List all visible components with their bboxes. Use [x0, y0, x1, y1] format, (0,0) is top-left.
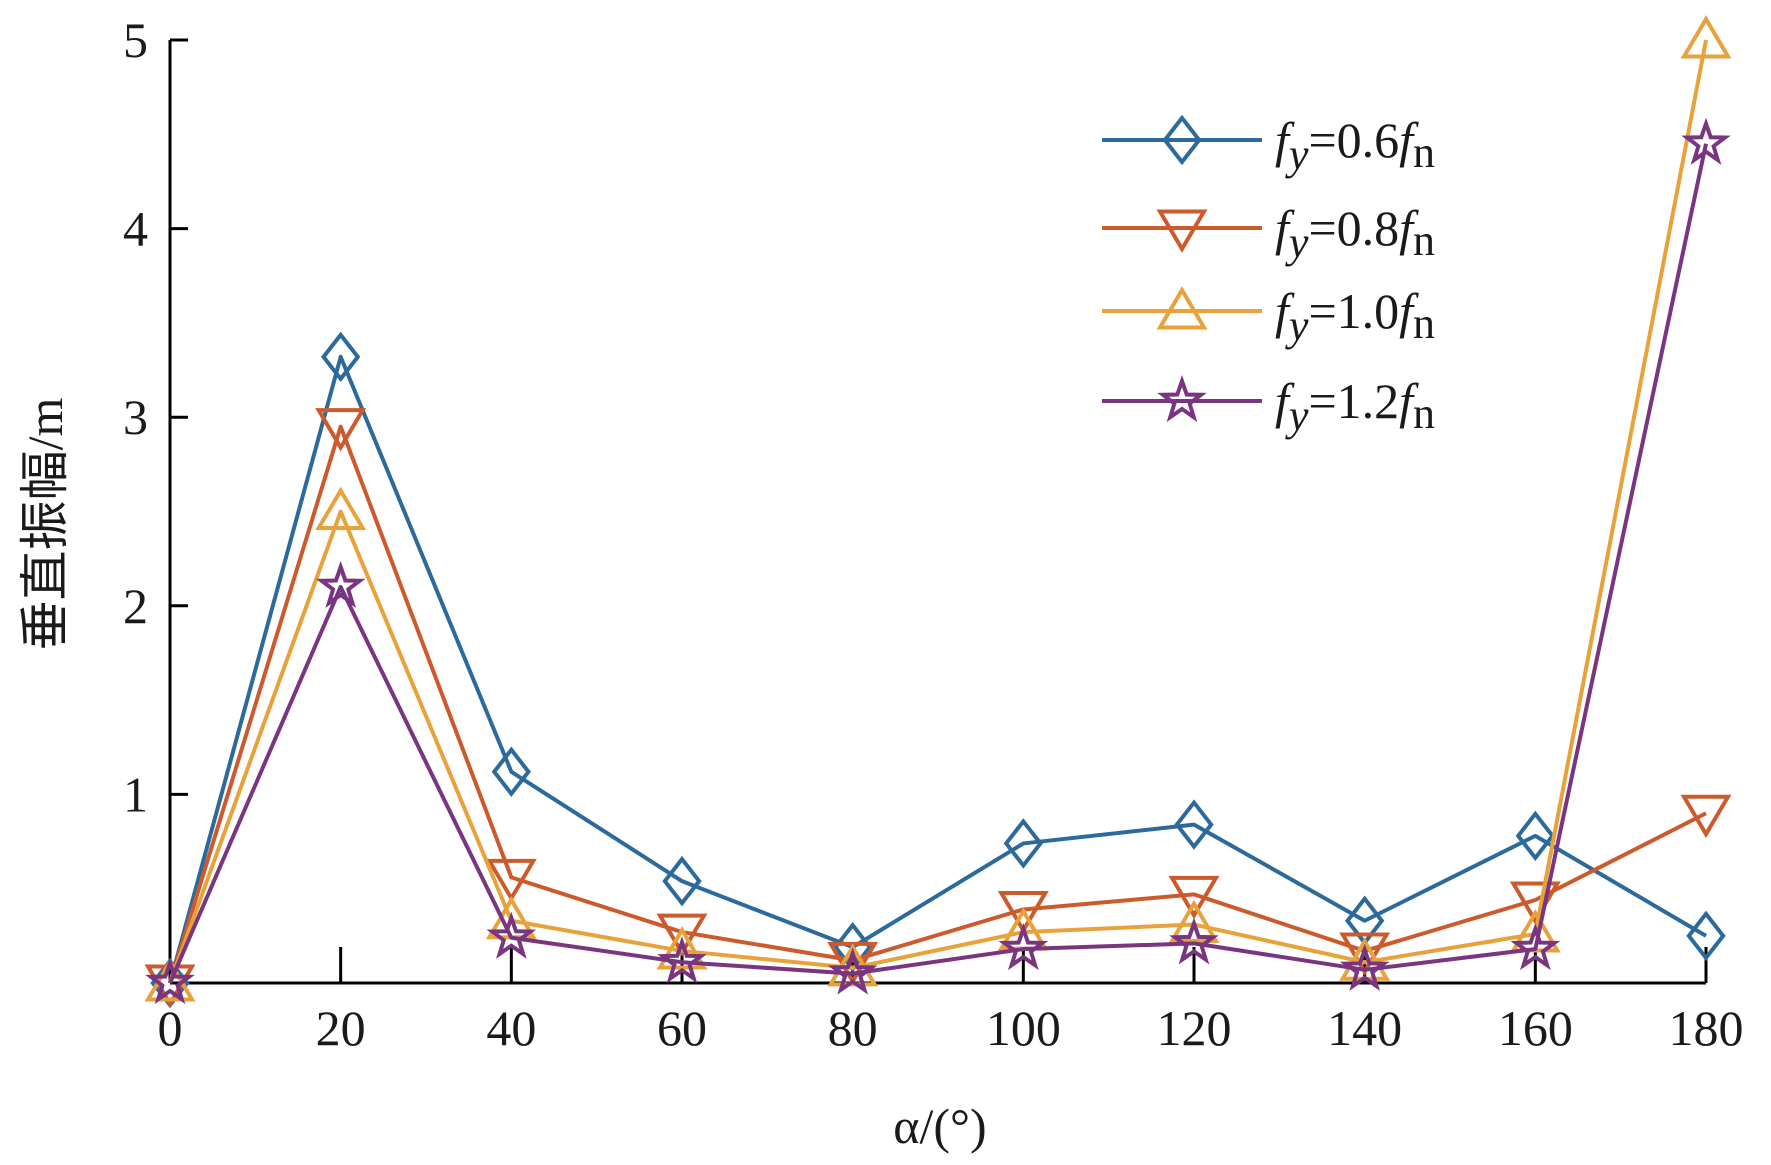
series-3	[144, 15, 1732, 1002]
x-tick-label: 160	[1498, 1000, 1573, 1056]
legend-label-part: y	[1285, 130, 1309, 179]
x-tick-label: 40	[486, 1000, 536, 1056]
data-point	[1168, 875, 1220, 920]
x-tick-label: 0	[158, 1000, 183, 1056]
legend-label-part: =0.6	[1308, 112, 1399, 168]
data-point	[657, 936, 707, 984]
data-point	[1168, 899, 1220, 944]
data-point	[1003, 818, 1044, 869]
y-tick-label: 5	[123, 12, 148, 68]
data-point	[1680, 794, 1732, 839]
data-point	[491, 746, 532, 798]
series-4	[145, 117, 1731, 1005]
x-axis-title: α/(°)	[893, 1098, 986, 1154]
legend-label-part: y	[1285, 391, 1309, 440]
legend-marker	[1156, 209, 1208, 253]
data-point	[1339, 932, 1391, 976]
legend-label-part: n	[1413, 128, 1435, 177]
legend-label: fy=0.8fn	[1275, 200, 1435, 267]
legend-label-part: n	[1413, 389, 1435, 438]
data-point	[662, 855, 702, 907]
series-line	[168, 39, 1708, 984]
y-axis-title: 垂直振幅/m	[17, 398, 73, 651]
y-tick-label: 2	[123, 578, 148, 634]
series-line	[168, 354, 1708, 984]
legend-item: fy=0.8fn	[1102, 200, 1435, 267]
y-tick-label: 3	[123, 389, 148, 445]
data-point	[320, 331, 361, 383]
data-point	[1681, 117, 1731, 165]
legend-item: fy=0.6fn	[1102, 112, 1435, 179]
legend-item: fy=1.2fn	[1102, 373, 1435, 440]
legend-label: fy=1.0fn	[1275, 283, 1435, 350]
legend-marker	[1162, 114, 1202, 166]
data-point	[827, 947, 878, 995]
legend: fy=0.6fn fy=0.8fn fy=1.0fn fy=1.2fn	[1102, 112, 1435, 440]
x-tick-label: 120	[1157, 1000, 1232, 1056]
legend-label-part: n	[1413, 216, 1435, 265]
legend-item: fy=1.0fn	[1102, 283, 1435, 350]
series-line	[168, 424, 1707, 984]
series-1	[150, 331, 1726, 1009]
x-tick-label: 60	[657, 1000, 707, 1056]
y-tick-label: 1	[123, 766, 148, 822]
data-point	[145, 956, 195, 1005]
legend-marker	[1156, 286, 1208, 330]
data-point	[315, 560, 366, 609]
y-tick-label: 4	[123, 201, 148, 257]
data-point	[315, 408, 367, 452]
legend-label-part: =1.0	[1308, 283, 1399, 339]
data-point	[485, 858, 537, 903]
series-line	[168, 143, 1708, 984]
data-point	[1339, 943, 1390, 991]
data-point	[656, 913, 708, 957]
data-point	[1174, 799, 1214, 850]
legend-label-part: y	[1285, 301, 1309, 350]
data-point	[656, 926, 708, 970]
legend-label-part: =0.8	[1308, 200, 1399, 256]
x-tick-label: 20	[316, 1000, 366, 1056]
series-2	[144, 408, 1732, 1008]
axes: 0 20 40 60 80 100 120 140 160 180 1 2 3 4 5	[123, 12, 1744, 1056]
data-point	[1686, 910, 1726, 962]
legend-label-part: =1.2	[1308, 373, 1399, 429]
data-point	[1169, 917, 1219, 965]
x-tick-label: 80	[828, 1000, 878, 1056]
data-point	[1515, 810, 1556, 862]
legend-marker	[1157, 374, 1207, 423]
x-tick-label: 180	[1669, 1000, 1744, 1056]
legend-label: fy=0.6fn	[1275, 112, 1435, 179]
legend-label: fy=1.2fn	[1275, 373, 1435, 440]
data-point	[1510, 922, 1561, 971]
x-tick-label: 100	[986, 1000, 1061, 1056]
series-layer	[144, 15, 1732, 1009]
data-point	[486, 911, 537, 959]
data-point	[998, 922, 1049, 971]
data-point	[315, 486, 367, 530]
legend-label-part: y	[1285, 218, 1309, 267]
legend-label-part: n	[1413, 299, 1435, 348]
data-point	[997, 890, 1049, 935]
data-point	[1680, 15, 1732, 59]
x-tick-label: 140	[1327, 1000, 1402, 1056]
